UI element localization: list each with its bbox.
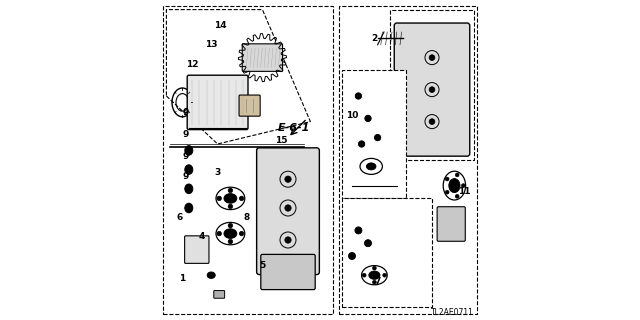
Ellipse shape [185,165,193,174]
Ellipse shape [355,227,362,234]
Text: 6: 6 [176,213,182,222]
FancyBboxPatch shape [214,291,225,298]
FancyBboxPatch shape [187,75,248,130]
Ellipse shape [367,163,376,170]
Circle shape [372,280,376,284]
Bar [163,6,333,314]
Bar [390,10,474,160]
Ellipse shape [355,93,362,99]
Circle shape [239,231,244,236]
Circle shape [445,177,449,181]
FancyBboxPatch shape [184,236,209,263]
Circle shape [445,190,449,194]
Text: 9: 9 [182,152,189,161]
Circle shape [228,223,233,228]
Ellipse shape [224,229,237,238]
Circle shape [228,188,233,193]
Circle shape [285,205,291,211]
Ellipse shape [187,167,191,172]
Ellipse shape [358,141,365,147]
Ellipse shape [224,194,237,203]
Text: 10: 10 [346,111,358,120]
Ellipse shape [187,187,191,191]
Ellipse shape [185,184,193,194]
Text: 3: 3 [214,168,221,177]
FancyBboxPatch shape [257,148,319,275]
Circle shape [228,239,233,244]
Bar [339,6,477,314]
FancyBboxPatch shape [243,44,283,71]
Ellipse shape [374,134,381,141]
Text: 13: 13 [205,40,218,49]
Text: 8: 8 [243,213,250,222]
Text: 9: 9 [182,172,189,180]
Ellipse shape [449,179,460,193]
Bar [342,70,406,198]
Text: 15: 15 [275,136,288,145]
Text: TL2AE0711: TL2AE0711 [431,308,474,317]
Ellipse shape [185,203,193,213]
Text: 5: 5 [259,261,266,270]
FancyBboxPatch shape [437,207,465,241]
Circle shape [429,119,435,124]
Circle shape [285,176,291,182]
Ellipse shape [365,240,371,247]
Circle shape [383,273,387,277]
Ellipse shape [187,206,191,210]
Ellipse shape [185,146,193,155]
Circle shape [461,184,465,188]
Circle shape [217,196,221,201]
Circle shape [285,237,291,243]
Ellipse shape [365,115,371,122]
Circle shape [362,273,366,277]
Circle shape [228,204,233,209]
Circle shape [429,87,435,92]
FancyBboxPatch shape [394,23,470,156]
Text: 4: 4 [198,232,205,241]
Text: 1: 1 [179,274,186,283]
Ellipse shape [369,271,380,279]
Circle shape [372,266,376,270]
FancyBboxPatch shape [239,95,260,116]
Text: 14: 14 [214,21,227,30]
Circle shape [217,231,221,236]
Text: 2: 2 [371,34,378,43]
Circle shape [239,196,244,201]
Ellipse shape [349,252,356,260]
Ellipse shape [187,148,191,153]
Text: E-6-1: E-6-1 [278,123,310,133]
Text: 12: 12 [186,60,198,68]
Circle shape [455,194,459,198]
Text: 11: 11 [458,188,470,196]
Bar [342,198,432,307]
Ellipse shape [207,272,215,278]
Circle shape [429,55,435,60]
Text: 9: 9 [182,108,189,116]
FancyBboxPatch shape [261,254,315,290]
Text: 9: 9 [182,130,189,139]
Text: 7: 7 [374,277,381,286]
Circle shape [455,173,459,177]
